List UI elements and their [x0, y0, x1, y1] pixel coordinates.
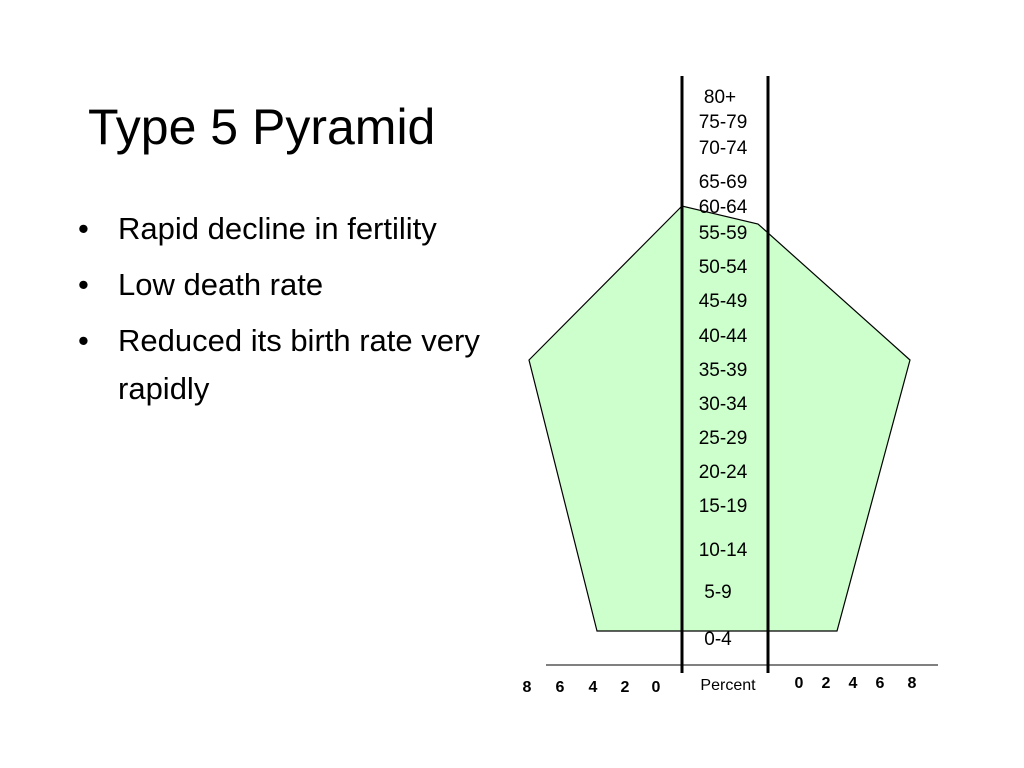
age-label: 10-14: [699, 540, 748, 561]
right-tick-label: 2: [822, 675, 831, 692]
left-tick-label: 0: [652, 679, 661, 696]
left-tick-labels: 8 6 4 2 0: [523, 679, 661, 696]
age-label: 40-44: [699, 326, 748, 347]
right-tick-labels: 0 2 4 6 8: [795, 675, 917, 692]
age-label: 65-69: [699, 172, 748, 193]
x-axis-label: Percent: [700, 677, 756, 694]
age-label: 50-54: [699, 257, 748, 278]
age-label: 60-64: [699, 197, 748, 218]
age-label: 5-9: [704, 582, 731, 603]
left-tick-label: 8: [523, 679, 532, 696]
age-label: 25-29: [699, 428, 748, 449]
age-label: 15-19: [699, 496, 748, 517]
age-label: 45-49: [699, 291, 748, 312]
age-label: 80+: [704, 87, 736, 108]
right-tick-label: 8: [908, 675, 917, 692]
left-tick-label: 2: [621, 679, 630, 696]
age-label: 0-4: [704, 629, 732, 650]
age-label: 20-24: [699, 462, 748, 483]
age-label: 75-79: [699, 112, 748, 133]
age-label: 35-39: [699, 360, 748, 381]
left-tick-label: 4: [589, 679, 598, 696]
left-tick-label: 6: [556, 679, 565, 696]
age-label: 55-59: [699, 223, 748, 244]
age-label: 30-34: [699, 394, 748, 415]
age-label: 70-74: [699, 138, 748, 159]
right-tick-label: 6: [876, 675, 885, 692]
right-tick-label: 0: [795, 675, 804, 692]
right-tick-label: 4: [849, 675, 858, 692]
